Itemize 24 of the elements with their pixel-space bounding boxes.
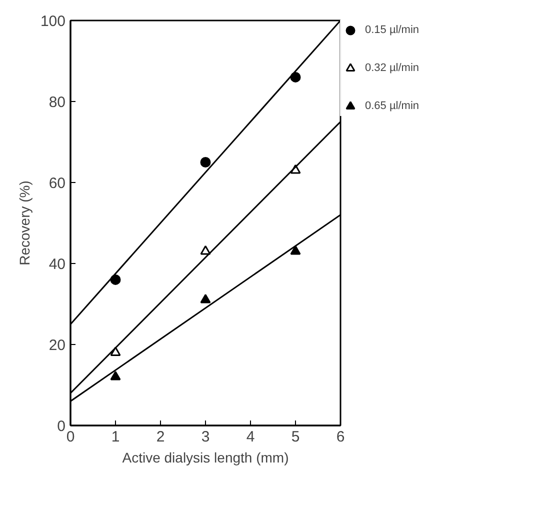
point — [290, 245, 301, 255]
y-tick-label: 0 — [57, 418, 66, 435]
y-tick-label: 60 — [48, 175, 66, 192]
y-tick-label: 80 — [48, 94, 66, 111]
point — [110, 346, 121, 356]
x-tick-label: 5 — [291, 428, 300, 446]
point — [110, 370, 121, 380]
y-tick-label: 20 — [48, 337, 66, 354]
x-tick-label: 2 — [156, 428, 165, 446]
x-tick-label: 6 — [336, 428, 345, 446]
point — [200, 157, 211, 168]
y-tick-label: 100 — [40, 13, 66, 30]
y-tick-label: 40 — [48, 256, 66, 273]
x-tick-label: 3 — [201, 428, 210, 446]
point — [200, 245, 211, 255]
legend-label: 0.65 µl/min — [365, 100, 420, 112]
point — [200, 294, 211, 304]
y-axis-title: Recovery (%) — [16, 180, 32, 266]
x-axis-title: Active dialysis length (mm) — [122, 450, 289, 466]
legend-label: 0.32 µl/min — [365, 62, 420, 74]
x-tick-label: 1 — [111, 428, 120, 446]
legend-label: 0.15 µl/min — [365, 24, 420, 36]
x-tick-label: 4 — [246, 428, 255, 446]
point — [290, 164, 301, 174]
